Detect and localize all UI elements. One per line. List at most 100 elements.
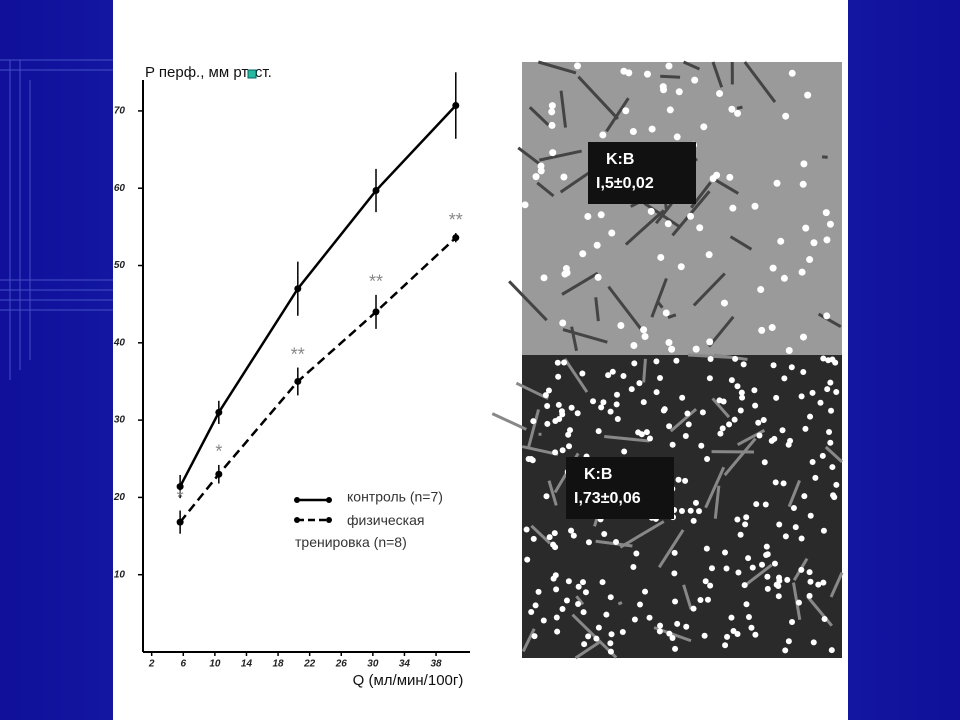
capillary [622, 107, 630, 115]
capillary [756, 432, 763, 439]
capillary [692, 499, 699, 506]
fiber-border [682, 60, 701, 71]
capillary [614, 416, 621, 423]
capillary [677, 263, 685, 271]
capillary [780, 480, 787, 487]
y-tick-label: 60 [114, 183, 126, 194]
capillary [763, 551, 770, 558]
capillary [700, 123, 708, 131]
capillary [827, 379, 834, 386]
capillary [763, 543, 770, 550]
capillary [708, 565, 715, 572]
capillary [636, 380, 643, 387]
capillary [631, 616, 638, 623]
capillary [671, 549, 678, 556]
capillary [590, 398, 597, 405]
fiber-border [562, 328, 608, 344]
capillary [617, 322, 625, 330]
capillary [784, 576, 791, 583]
capillary [559, 447, 566, 454]
fiber-border [714, 178, 740, 195]
capillary [735, 569, 742, 576]
fiber-border [729, 235, 753, 251]
capillary [726, 173, 734, 181]
capillary [528, 455, 535, 462]
capillary [699, 409, 706, 416]
capillary [702, 578, 709, 585]
capillary [608, 229, 616, 237]
capillary [751, 387, 758, 394]
capillary [657, 253, 665, 261]
capillary [556, 416, 563, 423]
capillary [780, 274, 788, 282]
capillary [563, 597, 570, 604]
capillary [815, 581, 822, 588]
capillary [544, 420, 551, 427]
capillary [792, 524, 799, 531]
capillary [666, 423, 673, 430]
capillary [638, 431, 645, 438]
capillary [717, 430, 724, 437]
capillary [687, 507, 694, 514]
capillary [574, 410, 581, 417]
fiber-border [574, 641, 600, 660]
capillary [789, 619, 796, 626]
capillary [559, 411, 566, 418]
capillary [810, 239, 818, 247]
capillary [524, 556, 531, 563]
capillary [593, 241, 601, 249]
x-tick-label: 10 [209, 659, 221, 670]
capillary [567, 427, 574, 434]
capillary [673, 133, 681, 141]
fiber-border [508, 280, 548, 322]
capillary [575, 583, 582, 590]
capillary [716, 397, 723, 404]
capillary [553, 586, 560, 593]
capillary [776, 574, 783, 581]
capillary [806, 256, 814, 264]
capillary [559, 606, 566, 613]
x-axis-label: Q (мл/мин/100г) [353, 672, 464, 689]
capillary [669, 635, 676, 642]
capillary [598, 404, 605, 411]
fiber-border [575, 595, 585, 606]
capillary [552, 449, 559, 456]
capillary [579, 250, 587, 258]
capillary [787, 437, 794, 444]
fiber-border [528, 106, 550, 127]
data-point [215, 408, 223, 416]
capillary [706, 375, 713, 382]
fiber-border [536, 181, 555, 198]
capillary [773, 394, 780, 401]
capillary [807, 578, 814, 585]
capillary [565, 578, 572, 585]
capillary [716, 90, 724, 98]
capillary [771, 560, 778, 567]
capillary [769, 264, 777, 272]
y-tick-label: 20 [113, 492, 126, 503]
y-tick-label: 50 [114, 260, 126, 271]
capillary [722, 549, 729, 556]
x-tick-label: 34 [399, 659, 411, 670]
capillary [682, 477, 689, 484]
capillary [629, 128, 637, 136]
capillary [761, 459, 768, 466]
capillary [833, 481, 840, 488]
capillary [640, 399, 647, 406]
capillary [545, 387, 552, 394]
fiber-border [743, 61, 777, 103]
capillary [530, 418, 537, 425]
capillary [660, 407, 667, 414]
capillary [707, 356, 714, 363]
capillary [607, 408, 614, 415]
capillary [605, 372, 612, 379]
capillary [758, 326, 766, 334]
capillary [653, 389, 660, 396]
capillary [741, 582, 748, 589]
capillary [732, 355, 739, 362]
capillary [666, 630, 673, 637]
capillary [657, 374, 664, 381]
capillary [595, 428, 602, 435]
capillary [809, 458, 816, 465]
capillary [734, 516, 741, 523]
